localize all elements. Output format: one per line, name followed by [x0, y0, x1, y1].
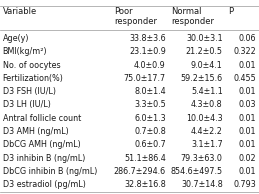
- Text: BMI(kg/m²): BMI(kg/m²): [3, 47, 47, 56]
- Text: 0.01: 0.01: [239, 127, 256, 136]
- Text: 0.01: 0.01: [239, 61, 256, 69]
- Text: 0.02: 0.02: [239, 154, 256, 163]
- Text: 23.1±0.9: 23.1±0.9: [129, 47, 166, 56]
- Text: 0.793: 0.793: [234, 180, 256, 189]
- Text: 32.8±16.8: 32.8±16.8: [124, 180, 166, 189]
- Text: 59.2±15.6: 59.2±15.6: [181, 74, 223, 83]
- Text: 10.0±4.3: 10.0±4.3: [186, 114, 223, 123]
- Text: 0.322: 0.322: [234, 47, 256, 56]
- Text: 6.0±1.3: 6.0±1.3: [134, 114, 166, 123]
- Text: 0.03: 0.03: [239, 100, 256, 109]
- Text: D3 estradiol (pg/mL): D3 estradiol (pg/mL): [3, 180, 85, 189]
- Text: 9.0±4.1: 9.0±4.1: [191, 61, 223, 69]
- Text: Antral follicle count: Antral follicle count: [3, 114, 81, 123]
- Text: 0.01: 0.01: [239, 140, 256, 149]
- Text: 4.0±0.9: 4.0±0.9: [134, 61, 166, 69]
- Text: 0.7±0.8: 0.7±0.8: [134, 127, 166, 136]
- Text: 8.0±1.4: 8.0±1.4: [134, 87, 166, 96]
- Text: 0.01: 0.01: [239, 87, 256, 96]
- Text: 30.0±3.1: 30.0±3.1: [186, 34, 223, 43]
- Text: 79.3±63.0: 79.3±63.0: [181, 154, 223, 163]
- Text: 286.7±294.6: 286.7±294.6: [114, 167, 166, 176]
- Text: 0.455: 0.455: [234, 74, 256, 83]
- Text: 3.1±1.7: 3.1±1.7: [191, 140, 223, 149]
- Text: 4.4±2.2: 4.4±2.2: [191, 127, 223, 136]
- Text: Variable: Variable: [3, 7, 37, 16]
- Text: 3.3±0.5: 3.3±0.5: [134, 100, 166, 109]
- Text: 75.0±17.7: 75.0±17.7: [124, 74, 166, 83]
- Text: 30.7±14.8: 30.7±14.8: [181, 180, 223, 189]
- Text: 33.8±3.6: 33.8±3.6: [129, 34, 166, 43]
- Text: DbCG inhibin B (ng/mL): DbCG inhibin B (ng/mL): [3, 167, 97, 176]
- Text: 5.4±1.1: 5.4±1.1: [191, 87, 223, 96]
- Text: No. of oocytes: No. of oocytes: [3, 61, 60, 69]
- Text: 51.1±86.4: 51.1±86.4: [124, 154, 166, 163]
- Text: Normal
responder: Normal responder: [171, 7, 214, 26]
- Text: 0.06: 0.06: [239, 34, 256, 43]
- Text: D3 FSH (IU/L): D3 FSH (IU/L): [3, 87, 56, 96]
- Text: 0.01: 0.01: [239, 167, 256, 176]
- Text: 0.6±0.7: 0.6±0.7: [134, 140, 166, 149]
- Text: DbCG AMH (ng/mL): DbCG AMH (ng/mL): [3, 140, 80, 149]
- Text: 4.3±0.8: 4.3±0.8: [191, 100, 223, 109]
- Text: Age(y): Age(y): [3, 34, 29, 43]
- Text: 0.01: 0.01: [239, 114, 256, 123]
- Text: P: P: [228, 7, 233, 16]
- Text: D3 inhibin B (ng/mL): D3 inhibin B (ng/mL): [3, 154, 85, 163]
- Text: Poor
responder: Poor responder: [114, 7, 157, 26]
- Text: 21.2±0.5: 21.2±0.5: [186, 47, 223, 56]
- Text: 854.6±497.5: 854.6±497.5: [171, 167, 223, 176]
- Text: D3 LH (IU/L): D3 LH (IU/L): [3, 100, 51, 109]
- Text: Fertilization(%): Fertilization(%): [3, 74, 63, 83]
- Text: D3 AMH (ng/mL): D3 AMH (ng/mL): [3, 127, 68, 136]
